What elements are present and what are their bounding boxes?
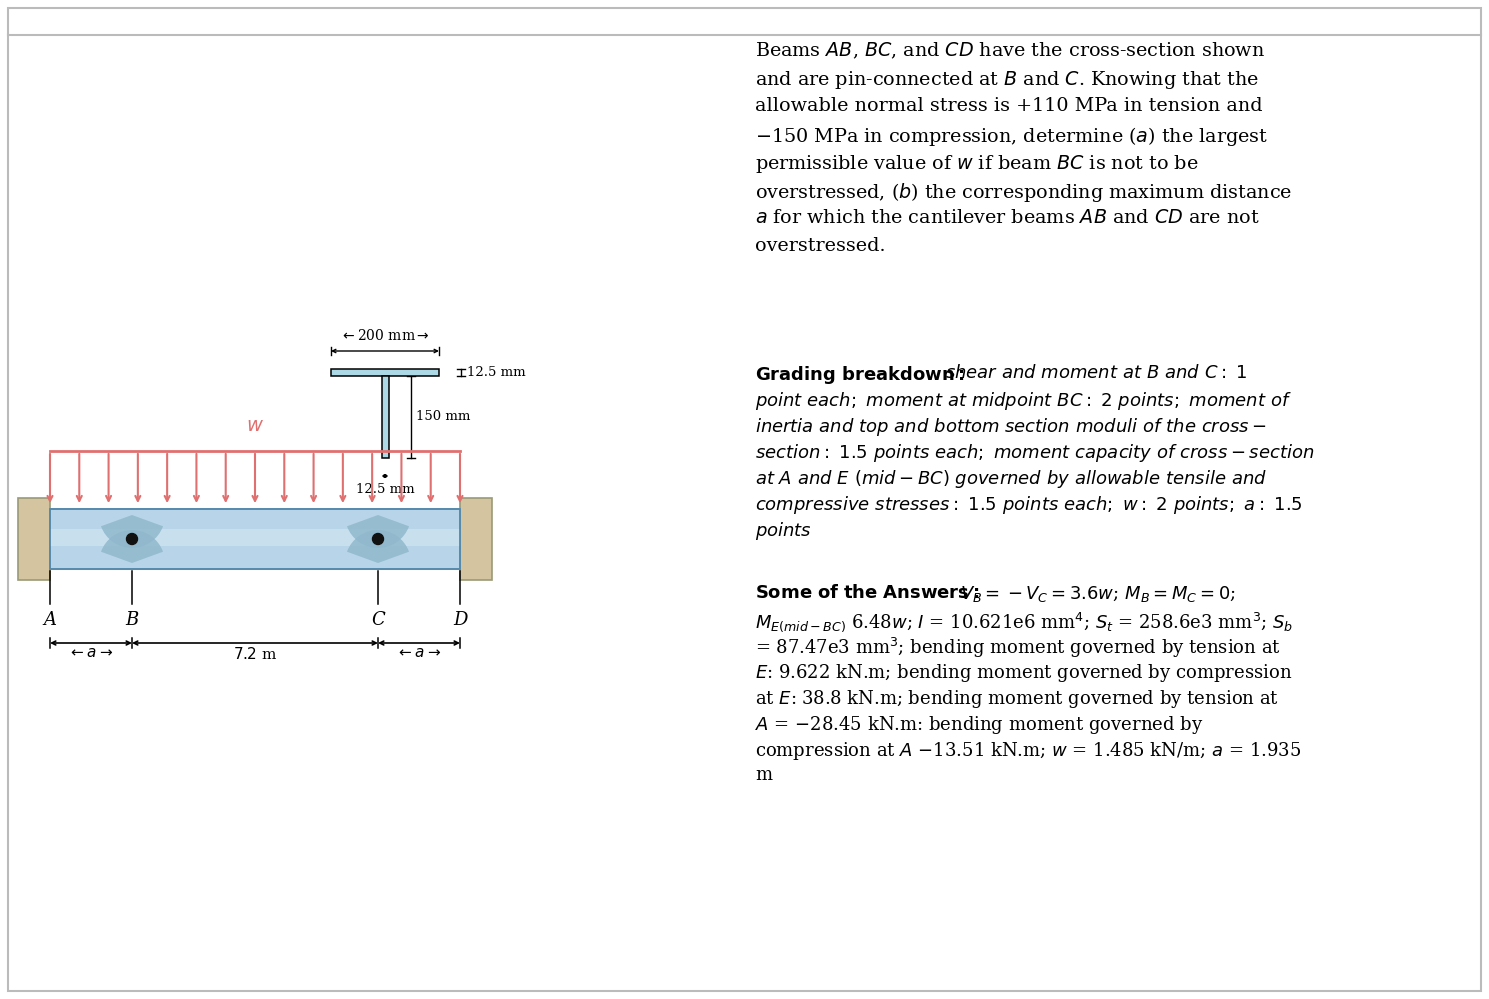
Text: permissible value of $w$ if beam $BC$ is not to be: permissible value of $w$ if beam $BC$ is…: [755, 153, 1199, 175]
Text: $a$ for which the cantilever beams $AB$ and $CD$ are not: $a$ for which the cantilever beams $AB$ …: [755, 209, 1260, 227]
Text: D: D: [453, 611, 468, 629]
Text: A: A: [43, 611, 57, 629]
Text: B: B: [125, 611, 138, 629]
Text: 12.5 mm: 12.5 mm: [356, 483, 414, 496]
Text: at $E$: 38.8 kN.m; bending moment governed by tension at: at $E$: 38.8 kN.m; bending moment govern…: [755, 688, 1279, 710]
Bar: [51, 509, 460, 569]
Bar: [51, 529, 460, 546]
Text: $\it{section:\ 1.5\ points\ each;\ moment\ capacity\ of\ cross-section}$: $\it{section:\ 1.5\ points\ each;\ momen…: [755, 442, 1315, 464]
Text: $7.2$ m: $7.2$ m: [232, 646, 277, 662]
Wedge shape: [101, 515, 162, 548]
Wedge shape: [101, 530, 162, 563]
Text: $\it{point\ each;\ moment\ at\ midpoint\ BC:\ 2\ points;\ moment\ of}$: $\it{point\ each;\ moment\ at\ midpoint\…: [755, 390, 1291, 412]
Text: $A$ = $-$28.45 kN.m: bending moment governed by: $A$ = $-$28.45 kN.m: bending moment gove…: [755, 714, 1203, 736]
Circle shape: [127, 533, 137, 544]
Text: overstressed, ($b$) the corresponding maximum distance: overstressed, ($b$) the corresponding ma…: [755, 181, 1292, 204]
Bar: [460, 498, 491, 580]
Text: $-$150 MPa in compression, determine ($a$) the largest: $-$150 MPa in compression, determine ($a…: [755, 125, 1269, 148]
Text: $\leftarrow a\rightarrow$: $\leftarrow a\rightarrow$: [396, 646, 442, 660]
Text: allowable normal stress is +110 MPa in tension and: allowable normal stress is +110 MPa in t…: [755, 97, 1263, 115]
Text: $\it{inertia\ and\ top\ and\ bottom\ section\ moduli\ of\ the\ cross-}$: $\it{inertia\ and\ top\ and\ bottom\ sec…: [755, 416, 1267, 438]
Text: $\bf{Some\ of\ the\ Answers:}$: $\bf{Some\ of\ the\ Answers:}$: [755, 584, 980, 602]
Text: $M_{E(mid-BC)}$ 6.48$w$; $I$ = 10.621e6 mm$^4$; $S_t$ = 258.6e3 mm$^3$; $S_b$: $M_{E(mid-BC)}$ 6.48$w$; $I$ = 10.621e6 …: [755, 610, 1294, 633]
Text: Beams $AB$, $BC$, and $CD$ have the cross-section shown: Beams $AB$, $BC$, and $CD$ have the cros…: [755, 41, 1266, 61]
Text: C: C: [371, 611, 384, 629]
Text: and are pin-connected at $B$ and $C$. Knowing that the: and are pin-connected at $B$ and $C$. Kn…: [755, 69, 1260, 91]
Bar: [381, 376, 389, 458]
Text: $V_B = -V_C = 3.6w$; $M_B = M_C = 0$;: $V_B = -V_C = 3.6w$; $M_B = M_C = 0$;: [960, 584, 1236, 604]
Circle shape: [372, 533, 384, 544]
Text: $\leftarrow$200 mm$\rightarrow$: $\leftarrow$200 mm$\rightarrow$: [339, 328, 430, 343]
Bar: [331, 369, 439, 376]
Text: compression at $A$ $-$13.51 kN.m; $w$ = 1.485 kN/m; $a$ = 1.935: compression at $A$ $-$13.51 kN.m; $w$ = …: [755, 740, 1301, 762]
Text: $\it{shear\ and\ moment\ at\ B\ and\ C:\ 1}$: $\it{shear\ and\ moment\ at\ B\ and\ C:\…: [946, 364, 1248, 382]
Text: = 87.47e3 mm$^3$; bending moment governed by tension at: = 87.47e3 mm$^3$; bending moment governe…: [755, 636, 1281, 660]
Text: 12.5 mm: 12.5 mm: [468, 366, 526, 379]
Bar: [18, 498, 51, 580]
Text: $E$: 9.622 kN.m; bending moment governed by compression: $E$: 9.622 kN.m; bending moment governed…: [755, 662, 1292, 684]
Text: m: m: [755, 766, 773, 784]
Text: $\it{compressive\ stresses:\ 1.5\ points\ each;\ w:\ 2\ points;\ a:\ 1.5}$: $\it{compressive\ stresses:\ 1.5\ points…: [755, 494, 1303, 516]
Text: $w$: $w$: [246, 417, 264, 435]
Text: $\bf{Grading\ breakdown:}$: $\bf{Grading\ breakdown:}$: [755, 364, 965, 386]
Text: 150 mm: 150 mm: [417, 411, 471, 424]
Bar: [51, 509, 460, 569]
Text: $\it{at\ A\ and\ E\ (mid-BC)\ governed\ by\ allowable\ tensile\ and}$: $\it{at\ A\ and\ E\ (mid-BC)\ governed\ …: [755, 468, 1267, 490]
Text: overstressed.: overstressed.: [755, 237, 886, 255]
Wedge shape: [347, 515, 409, 548]
Text: $\it{points}$: $\it{points}$: [755, 520, 812, 542]
Text: $\leftarrow a\rightarrow$: $\leftarrow a\rightarrow$: [68, 646, 113, 660]
Wedge shape: [347, 530, 409, 563]
